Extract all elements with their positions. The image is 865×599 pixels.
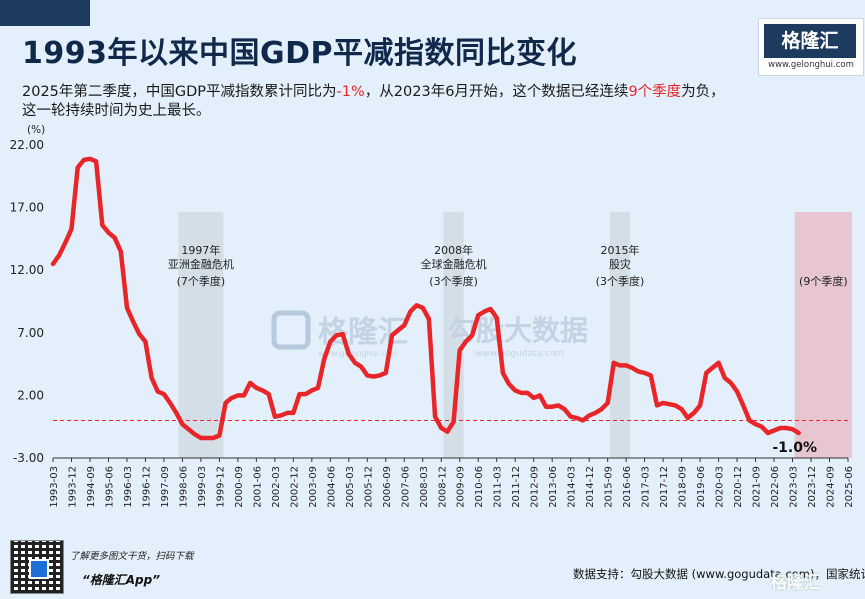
subtitle-highlight-value: -1% (336, 84, 365, 100)
promo-text: 了解更多图文干货，扫码下载 (70, 551, 194, 562)
watermark-logo-icon (271, 310, 311, 350)
y-tick-label: 12.00 (10, 263, 44, 277)
subtitle-text-b: ，从2023年6月开始，这个数据已经连续 (364, 84, 629, 100)
x-tick-label: 1999-03 (197, 466, 208, 508)
x-tick-label: 2014-03 (567, 466, 578, 508)
x-tick-label: 1997-09 (160, 466, 171, 508)
y-tick-label: 17.00 (10, 201, 44, 215)
brand-logo-text: 格隆汇 (764, 24, 856, 58)
x-tick-label: 2002-03 (271, 466, 282, 508)
x-tick-label: 1994-09 (86, 466, 97, 508)
annotation-event: 亚洲金融危机 (168, 257, 234, 271)
x-tick-label: 1998-06 (178, 466, 189, 508)
annotation-year: 2015年 (600, 243, 639, 257)
x-tick-label: 2018-09 (678, 466, 689, 508)
watermark-left-url: www.gelonghui.com (318, 349, 399, 358)
x-tick-label: 2001-06 (252, 466, 263, 508)
app-name: “格隆汇App” (82, 573, 160, 587)
x-tick-label: 1995-06 (104, 466, 115, 508)
subtitle-line-2: 这一轮持续时间为史上最长。 (22, 103, 211, 119)
y-axis-label: (%) (27, 124, 45, 136)
brand-logo[interactable]: 格隆汇 www.gelonghui.com (758, 18, 864, 76)
x-tick-label: 2014-12 (585, 466, 596, 508)
watermark-right-url: www.gogudata.com (475, 349, 564, 359)
x-tick-label: 1993-03 (49, 466, 60, 508)
y-tick-label: 22.00 (10, 138, 44, 152)
annotation-year: 2008年 (434, 243, 473, 257)
x-tick-label: 2006-09 (382, 466, 393, 508)
annotation-duration: (9个季度) (799, 274, 848, 288)
x-tick-label: 2023-12 (807, 466, 818, 508)
x-tick-label: 2020-03 (715, 466, 726, 508)
x-tick-label: 2017-03 (641, 466, 652, 508)
x-tick-label: 2004-06 (326, 466, 337, 508)
annotation-duration: (7个季度) (177, 274, 226, 288)
x-tick-label: 2016-06 (622, 466, 633, 508)
x-tick-label: 2005-03 (345, 466, 356, 508)
x-tick-label: 2020-12 (733, 466, 744, 508)
x-tick-label: 2021-09 (752, 466, 763, 508)
x-tick-label: 1996-12 (141, 466, 152, 508)
subtitle-highlight-quarters: 9个季度 (628, 84, 682, 100)
watermark-right: 勾股大数据 (448, 314, 588, 347)
x-tick-label: 2025-06 (844, 466, 855, 508)
y-tick-label: 7.00 (17, 326, 44, 340)
shaded-period (794, 212, 852, 458)
subtitle-line-1: 2025年第二季度，中国GDP平减指数累计同比为-1%，从2023年6月开始，这… (22, 80, 725, 101)
x-tick-label: 2002-12 (289, 466, 300, 508)
x-tick-label: 2008-12 (437, 466, 448, 508)
x-tick-label: 2007-06 (400, 466, 411, 508)
x-tick-label: 2022-06 (770, 466, 781, 508)
subtitle-text-a: 2025年第二季度，中国GDP平减指数累计同比为 (22, 84, 337, 100)
x-tick-label: 2019-06 (696, 466, 707, 508)
x-tick-label: 1996-03 (123, 466, 134, 508)
annotation-duration: (3个季度) (596, 274, 645, 288)
y-tick-label: -3.00 (13, 451, 44, 465)
subtitle-text-c: 为负， (681, 84, 725, 100)
x-tick-label: 2017-12 (659, 466, 670, 508)
x-tick-label: 2000-09 (234, 466, 245, 508)
brand-logo-url: www.gelonghui.com (768, 60, 854, 70)
x-tick-label: 2015-09 (604, 466, 615, 508)
qr-logo-icon (29, 559, 49, 579)
x-tick-label: 2003-09 (308, 466, 319, 508)
x-tick-label: 2009-09 (456, 466, 467, 508)
x-tick-label: 2011-12 (511, 466, 522, 508)
shaded-period (609, 212, 631, 458)
x-tick-label: 2024-09 (826, 466, 837, 508)
y-tick-label: 2.00 (17, 388, 44, 402)
x-tick-label: 2008-03 (419, 466, 430, 508)
shaded-period (178, 212, 224, 458)
annotation-duration: (3个季度) (429, 274, 478, 288)
qr-code[interactable] (10, 540, 64, 594)
gdp-deflator-series-line (50, 156, 801, 441)
x-tick-label: 2013-06 (548, 466, 559, 508)
x-tick-label: 2010-06 (474, 466, 485, 508)
data-source: 数据支持：勾股大数据 (www.gogudata.com)，国家统计局 (573, 567, 865, 581)
x-tick-label: 1993-12 (67, 466, 78, 508)
x-tick-label: 2005-12 (363, 466, 374, 508)
x-tick-label: 2012-09 (530, 466, 541, 508)
x-tick-label: 1999-12 (215, 466, 226, 508)
annotation-event: 全球金融危机 (421, 257, 487, 271)
corner-watermark: 格隆汇 (770, 573, 821, 593)
x-tick-label: 2011-03 (493, 466, 504, 508)
chart-title: 1993年以来中国GDP平减指数同比变化 (22, 36, 578, 71)
end-value-label: -1.0% (772, 440, 817, 456)
annotation-event: 股灾 (609, 257, 631, 271)
x-tick-label: 2023-03 (789, 466, 800, 508)
annotation-year: 1997年 (181, 243, 220, 257)
shaded-period (443, 212, 464, 458)
corner-decoration (0, 0, 90, 26)
